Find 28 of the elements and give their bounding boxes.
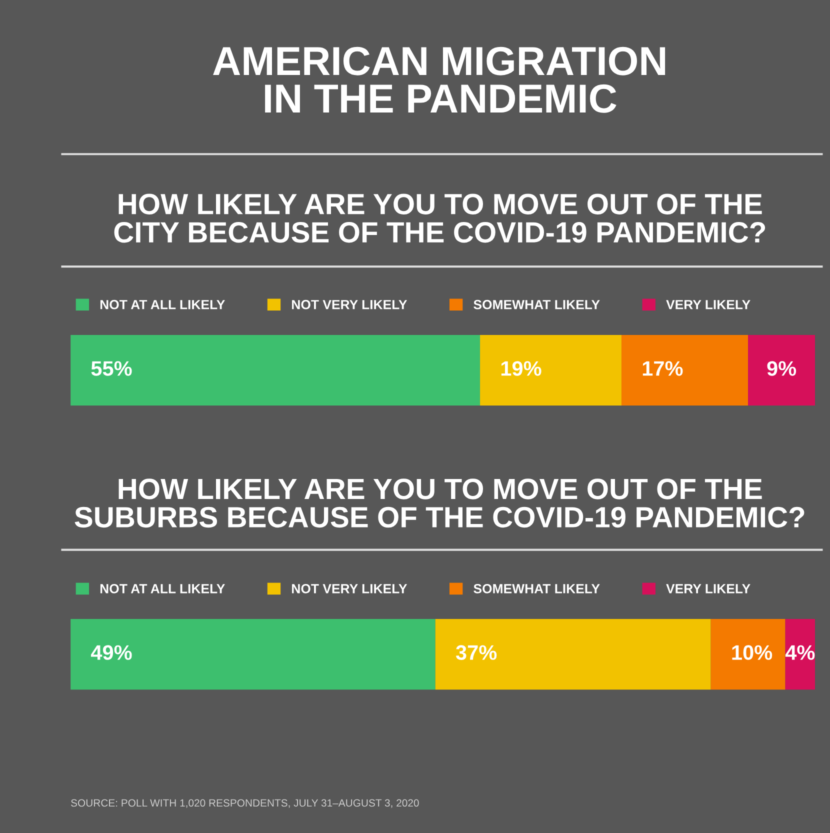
chart-title: AMERICAN MIGRATION IN THE PANDEMIC bbox=[213, 46, 666, 113]
data-label: 55% bbox=[91, 361, 132, 376]
data-label: 9% bbox=[767, 361, 796, 376]
legend-label: SOMEWHAT LIKELY bbox=[474, 584, 600, 594]
legend-label: VERY LIKELY bbox=[666, 584, 750, 594]
legend-label: NOT VERY LIKELY bbox=[292, 584, 408, 594]
data-label: 17% bbox=[642, 361, 683, 376]
bar bbox=[710, 618, 786, 690]
bar bbox=[70, 618, 436, 690]
bar bbox=[480, 334, 622, 406]
legend-label: VERY LIKELY bbox=[666, 300, 750, 310]
source-note: SOURCE: POLL WITH 1,020 RESPONDENTS, JULY 31–AUGUST 3, 2020 bbox=[71, 799, 419, 808]
bar bbox=[621, 334, 748, 406]
legend-label: SOMEWHAT LIKELY bbox=[474, 300, 600, 310]
legend-label: NOT AT ALL LIKELY bbox=[100, 584, 225, 594]
data-label: 49% bbox=[90, 645, 132, 660]
data-label: 10% bbox=[732, 645, 772, 660]
chart-title: HOW LIKELY ARE YOU TO MOVE OUT OF THE SUBURBS BECAUSE OF THE COVID-19 PANDEMIC? bbox=[74, 478, 804, 528]
data-label: 37% bbox=[456, 645, 497, 660]
data-label: 19% bbox=[501, 361, 542, 376]
bar bbox=[70, 334, 480, 406]
bar bbox=[748, 334, 816, 406]
legend-label: NOT AT ALL LIKELY bbox=[100, 300, 225, 310]
data-label: 4% bbox=[785, 645, 815, 660]
bar bbox=[785, 618, 816, 690]
legend-label: NOT VERY LIKELY bbox=[292, 300, 408, 310]
bar bbox=[435, 618, 711, 690]
chart-subtitle: HOW LIKELY ARE YOU TO MOVE OUT OF THE CITY BECAUSE OF THE COVID-19 PANDEMIC? bbox=[114, 194, 766, 243]
